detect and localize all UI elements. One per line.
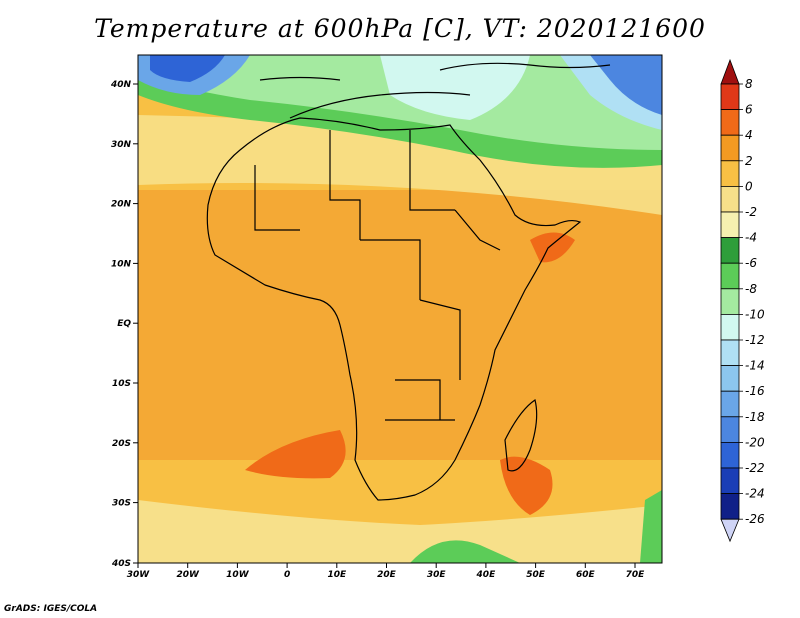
colorbar-swatch	[720, 365, 740, 392]
colorbar-label: -18	[745, 410, 765, 424]
colorbar-swatch	[720, 339, 740, 367]
colorbar-label: -10	[745, 307, 765, 321]
colorbar-label: 6	[745, 103, 753, 117]
colorbar-swatch	[720, 134, 740, 162]
lat-tick-label: 10N	[111, 259, 132, 269]
lon-tick-label: 50E	[526, 570, 546, 580]
colorbar-label: -4	[745, 231, 757, 245]
colorbar-label: -16	[745, 384, 765, 398]
colorbar-swatch	[720, 83, 740, 111]
colorbar-label: -22	[745, 461, 765, 475]
colorbar-label: 2	[745, 154, 753, 168]
colorbar-label: -2	[745, 205, 757, 219]
colorbar-label: 4	[745, 128, 753, 142]
lon-tick-label: 30E	[427, 570, 447, 580]
colorbar-swatch	[720, 237, 740, 264]
colorbar-label: -8	[745, 282, 757, 296]
colorbar-swatch	[720, 313, 740, 341]
lon-tick-label: 70E	[626, 570, 646, 580]
latitude-axis: 40N 30N 20N 10N EQ 10S 20S 30S 40S	[110, 80, 138, 569]
colorbar-swatch	[720, 262, 740, 290]
lat-tick-label: 10S	[112, 379, 131, 389]
colorbar-label: 0	[745, 179, 753, 193]
lon-tick-label: 0	[284, 570, 290, 580]
map-frame	[137, 54, 663, 564]
colorbar-label: -20	[745, 435, 765, 449]
lat-tick-label: 30S	[112, 499, 131, 509]
lat-tick-label: 30N	[111, 140, 132, 150]
temperature-field	[138, 55, 662, 563]
colorbar-swatch	[720, 288, 740, 315]
colorbar-swatch	[720, 467, 740, 495]
colorbar-label: 8	[745, 77, 753, 91]
colorbar: 8 6 4 2 0 -2 -4 -6 -8 -10 -12 -14 -16 -18 -20 -22 -24 -26	[720, 58, 765, 543]
colorbar-swatch	[720, 109, 740, 136]
colorbar-label: -26	[745, 512, 765, 526]
lat-tick-label: EQ	[117, 319, 131, 329]
colorbar-swatch	[720, 441, 740, 469]
colorbar-swatch	[720, 160, 740, 187]
colorbar-label: -6	[745, 256, 757, 270]
colorbar-swatch	[720, 390, 740, 418]
colorbar-label: -12	[745, 333, 765, 347]
colorbar-swatch	[720, 211, 740, 239]
lon-tick-label: 10W	[226, 570, 250, 580]
colorbar-swatch	[720, 493, 740, 520]
colorbar-label: -14	[745, 359, 765, 373]
lon-tick-label: 10E	[327, 570, 347, 580]
colorbar-arrow-top	[720, 58, 740, 85]
lat-tick-label: 40S	[111, 559, 131, 569]
lon-tick-label: 40E	[476, 570, 497, 580]
lon-tick-label: 20E	[377, 570, 397, 580]
lon-tick-label: 60E	[576, 570, 596, 580]
lon-tick-label: 20W	[176, 570, 200, 580]
lat-tick-label: 20S	[112, 439, 131, 449]
credit-text: GrADS: IGES/COLA	[4, 604, 98, 614]
map-title: Temperature at 600hPa [C], VT: 202012160…	[94, 14, 706, 43]
longitude-axis: 30W 20W 10W 0 10E 20E 30E 40E 50E 60E 70E	[127, 563, 645, 580]
lat-tick-label: 40N	[110, 80, 132, 90]
colorbar-swatch	[720, 416, 740, 443]
colorbar-arrow-bottom	[720, 518, 740, 543]
lon-tick-label: 30W	[127, 570, 151, 580]
colorbar-label: -24	[745, 487, 765, 501]
colorbar-swatch	[720, 185, 740, 213]
lat-tick-label: 20N	[111, 200, 132, 210]
coastlines	[206, 62, 611, 501]
